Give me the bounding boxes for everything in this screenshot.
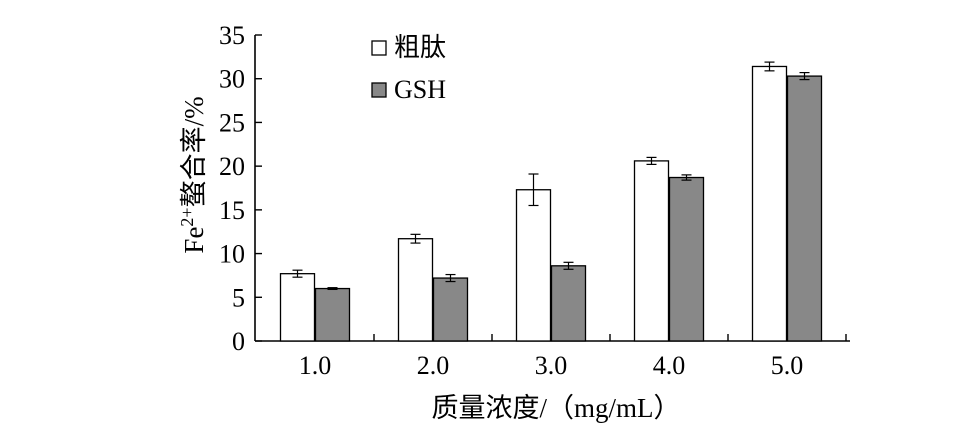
- y-axis-title: Fe2+螯合率/%: [177, 96, 209, 253]
- x-tick-label: 1.0: [299, 351, 332, 380]
- x-tick-label: 3.0: [535, 351, 568, 380]
- bar-crude-peptide: [397, 238, 434, 342]
- bar-gsh: [432, 277, 469, 342]
- legend-label: 粗肽: [394, 33, 446, 62]
- bar-crude-peptide: [633, 160, 670, 342]
- legend-label: GSH: [394, 75, 446, 104]
- y-axis-title-base: Fe: [179, 227, 209, 254]
- y-tick-label: 35: [219, 21, 245, 50]
- y-tick-label: 0: [232, 327, 245, 356]
- bar-gsh: [314, 287, 351, 342]
- y-tick-label: 25: [219, 108, 245, 137]
- legend-swatch: [371, 82, 387, 98]
- x-tick-label: 4.0: [653, 351, 686, 380]
- bar-crude-peptide: [515, 189, 552, 342]
- legend-swatch: [371, 40, 387, 56]
- x-tick-label: 5.0: [771, 351, 804, 380]
- bar-gsh: [668, 176, 705, 342]
- bar-gsh: [550, 265, 587, 342]
- y-tick-label: 10: [219, 240, 245, 269]
- bar-crude-peptide: [279, 273, 316, 342]
- y-tick-label: 15: [219, 196, 245, 225]
- x-tick-label: 2.0: [417, 351, 450, 380]
- y-axis-title-superscript: 2+: [177, 207, 197, 226]
- legend: 粗肽 GSH: [371, 33, 446, 104]
- bar-gsh: [786, 75, 823, 342]
- y-axis-ticks: 0 5 10 15 20 25 30 35: [219, 21, 262, 356]
- y-tick-label: 5: [232, 283, 245, 312]
- bar-crude-peptide: [751, 65, 788, 342]
- x-axis-ticks: 1.0 2.0 3.0 4.0 5.0: [299, 334, 847, 380]
- x-axis-title: 质量浓度/（mg/mL）: [432, 393, 681, 423]
- y-tick-label: 20: [219, 152, 245, 181]
- bars: [279, 61, 823, 342]
- y-axis-title-rest: 螯合率/%: [179, 96, 209, 207]
- y-tick-label: 30: [219, 65, 245, 94]
